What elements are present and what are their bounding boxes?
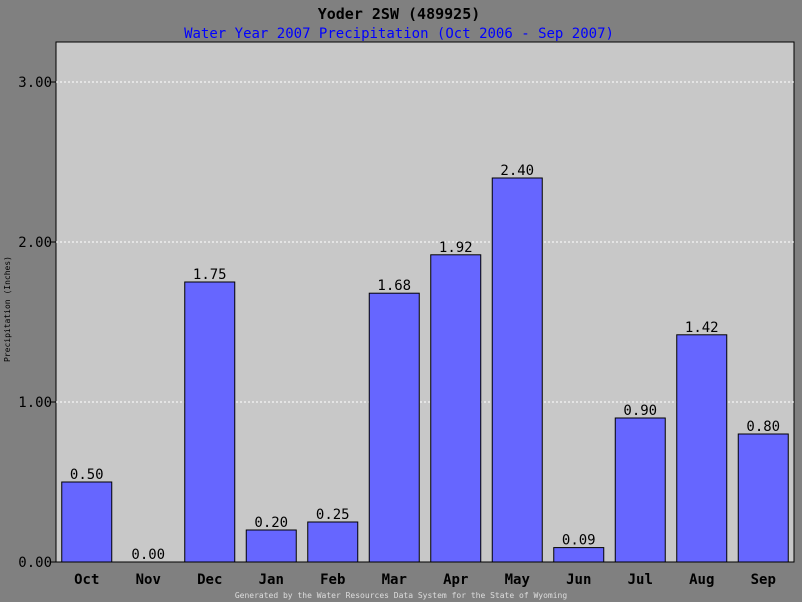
x-tick-label: Jun (566, 572, 591, 588)
x-tick-label: Aug (689, 572, 714, 588)
x-tick-label: Dec (197, 572, 222, 588)
x-tick-label: Nov (136, 572, 161, 588)
x-tick-label: Jan (259, 572, 284, 588)
bars: 0.50 0.00 1.75 0.20 0.25 1.68 1.92 2.40 0.09 0.90… (61, 163, 789, 563)
x-tick-label: Mar (382, 572, 407, 588)
x-tick-label: Sep (751, 572, 776, 588)
chart-title: Yoder 2SW (489925) (318, 5, 481, 23)
bar-may (491, 177, 543, 563)
value-label: 0.25 (316, 507, 350, 523)
bar-mar (368, 292, 420, 563)
bar-dec (184, 281, 236, 563)
bar-aug (676, 334, 728, 563)
x-tick-label: Jul (628, 572, 653, 588)
value-label: 1.92 (439, 240, 473, 256)
value-label: 1.75 (193, 267, 227, 283)
bar-jan (245, 529, 297, 563)
value-label: 0.09 (562, 533, 596, 549)
x-tick-label: Oct (74, 572, 99, 588)
value-label: 0.20 (254, 515, 288, 531)
y-axis-label: Precipitation (Inches) (3, 256, 12, 362)
x-tick-label: Apr (443, 572, 468, 588)
value-label: 0.80 (746, 419, 780, 435)
bar-oct (61, 481, 113, 563)
value-label: 2.40 (500, 163, 534, 179)
grid-lines (56, 81, 794, 403)
bar-jun (553, 547, 605, 563)
chart-subtitle: Water Year 2007 Precipitation (Oct 2006 … (184, 26, 614, 42)
value-label: 1.68 (377, 278, 411, 294)
bar-sep (737, 433, 789, 563)
y-tick-label: 3.00 (18, 75, 52, 91)
value-label: 1.42 (685, 320, 719, 336)
y-tick-label: 2.00 (18, 235, 52, 251)
value-label: 0.00 (131, 547, 165, 563)
value-label: 0.90 (623, 403, 657, 419)
footer-credit: Generated by the Water Resources Data Sy… (235, 591, 568, 600)
axes: 0.00 1.00 2.00 3.00 Oct Nov Dec Jan Feb Mar Apr May… (18, 75, 776, 588)
x-tick-label: May (505, 572, 531, 588)
y-tick-label: 0.00 (18, 555, 52, 571)
bar-jul (614, 417, 666, 563)
bar-feb (307, 521, 359, 563)
bar-apr (430, 254, 482, 563)
value-label: 0.50 (70, 467, 104, 483)
plot-area (55, 41, 795, 563)
y-tick-label: 1.00 (18, 395, 52, 411)
x-tick-label: Feb (320, 572, 345, 588)
